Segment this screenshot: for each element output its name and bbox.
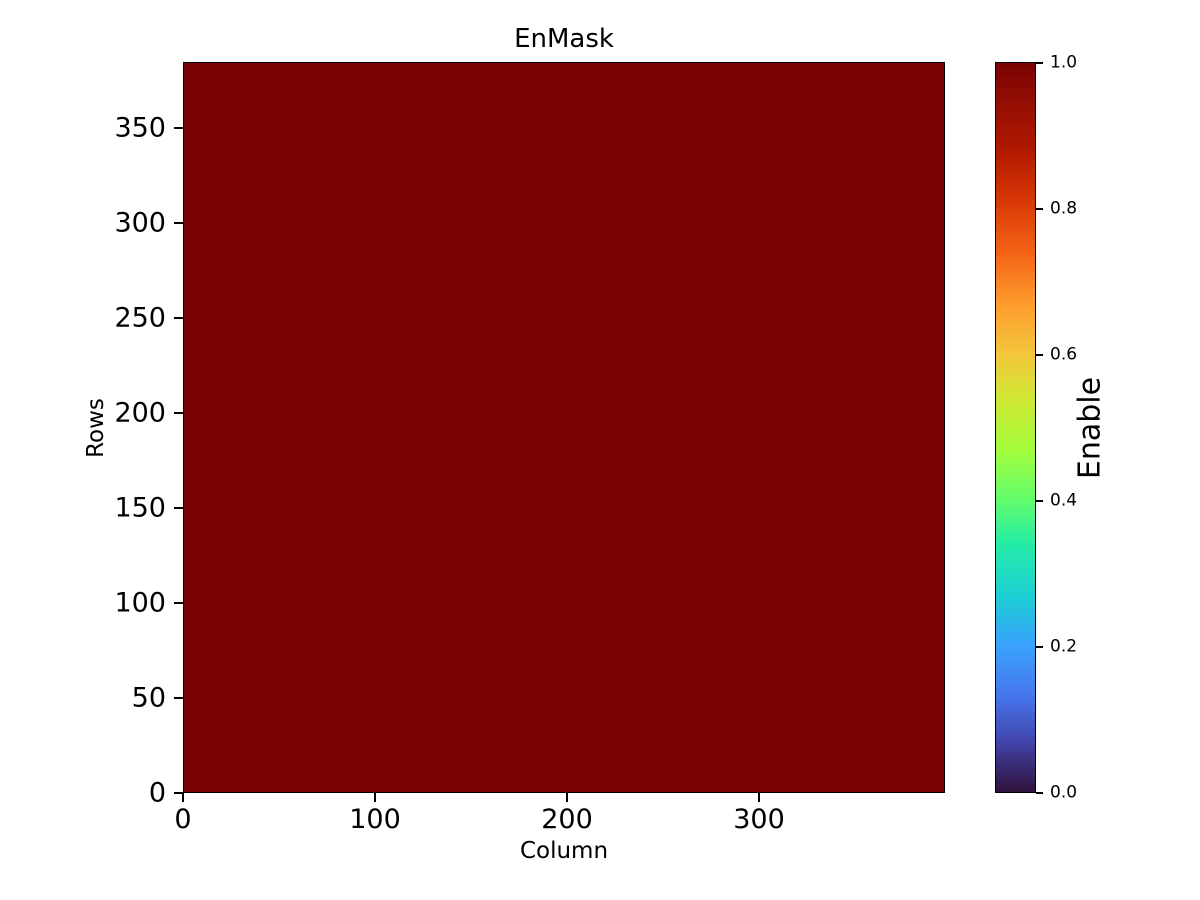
colorbar-tick-mark	[1036, 646, 1043, 648]
x-axis-tick-label: 200	[541, 804, 593, 835]
colorbar-gradient	[996, 63, 1035, 792]
page-title: EnMask	[514, 24, 614, 54]
y-axis-tick-mark	[174, 127, 183, 129]
colorbar[interactable]	[995, 62, 1036, 793]
y-axis-tick-label: 150	[114, 492, 166, 524]
colorbar-tick-mark	[1036, 354, 1043, 356]
y-axis-tick-label: 350	[114, 112, 166, 144]
y-axis-tick-label: 300	[114, 207, 166, 239]
y-axis-tick-mark	[174, 602, 183, 604]
x-axis-label: Column	[519, 838, 609, 864]
y-axis-tick-mark	[174, 697, 183, 699]
y-axis-tick-mark	[174, 792, 183, 794]
x-axis-tick-mark	[374, 793, 376, 802]
colorbar-tick-label: 0.2	[1050, 636, 1078, 657]
y-axis-tick-label: 50	[131, 682, 166, 714]
heatmap-image	[184, 63, 944, 792]
heatmap-plot-area[interactable]	[183, 62, 945, 793]
y-axis-tick-mark	[174, 317, 183, 319]
colorbar-tick-label: 1.0	[1050, 52, 1078, 73]
colorbar-tick-label: 0.8	[1050, 198, 1078, 219]
x-axis-tick-mark	[758, 793, 760, 802]
x-axis-tick-label: 0	[174, 804, 192, 835]
colorbar-tick-mark	[1036, 62, 1043, 64]
colorbar-tick-mark	[1036, 792, 1043, 794]
y-axis-tick-label: 100	[114, 587, 166, 619]
y-axis-tick-mark	[174, 412, 183, 414]
colorbar-tick-label: 0.0	[1050, 782, 1078, 803]
y-axis-tick-label: 250	[114, 302, 166, 334]
x-axis-tick-label: 300	[733, 804, 785, 835]
y-axis-tick-label: 200	[114, 397, 166, 429]
colorbar-label: Enable	[1072, 376, 1108, 479]
colorbar-tick-label: 0.4	[1050, 490, 1078, 511]
x-axis-tick-mark	[566, 793, 568, 802]
y-axis-tick-mark	[174, 507, 183, 509]
colorbar-tick-mark	[1036, 208, 1043, 210]
y-axis-tick-mark	[174, 222, 183, 224]
colorbar-tick-mark	[1036, 500, 1043, 502]
colorbar-tick-label: 0.6	[1050, 344, 1078, 365]
x-axis-tick-mark	[182, 793, 184, 802]
x-axis-tick-label: 100	[349, 804, 401, 835]
y-axis-tick-label: 0	[148, 777, 166, 809]
